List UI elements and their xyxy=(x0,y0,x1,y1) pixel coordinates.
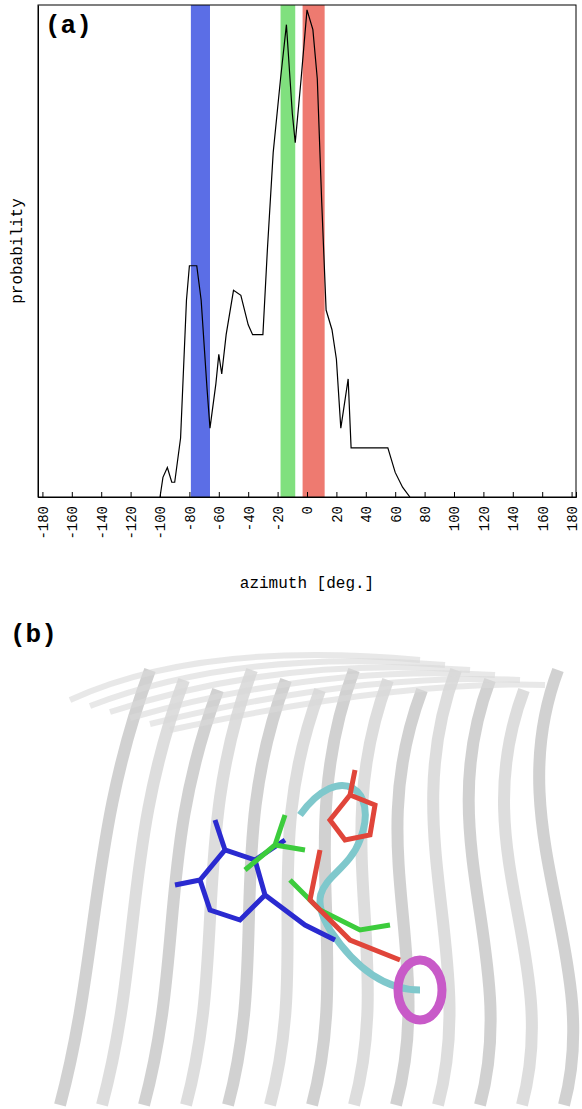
loop xyxy=(170,685,545,730)
x-tick: 120 xyxy=(477,492,493,531)
x-tick-mark xyxy=(572,492,573,497)
x-tick-label: -120 xyxy=(124,506,140,540)
x-tick: 20 xyxy=(330,492,346,523)
beta-strand xyxy=(396,690,422,1105)
band xyxy=(191,5,210,497)
x-tick-label: -100 xyxy=(153,506,169,540)
beta-strand xyxy=(433,670,456,1105)
x-tick: -40 xyxy=(242,492,258,531)
red-residue xyxy=(310,770,400,960)
x-tick-mark xyxy=(454,492,455,497)
x-tick-label: -20 xyxy=(271,506,287,531)
x-tick-mark xyxy=(307,492,308,497)
probability-line xyxy=(160,10,410,497)
x-tick-mark xyxy=(189,492,190,497)
beta-strand xyxy=(539,670,573,1105)
x-tick: -80 xyxy=(183,492,199,531)
x-axis: -180 -160 -140 -120 -100 -80 -60 -40 -20 0 20 40 60 8… xyxy=(36,492,581,540)
x-axis-line xyxy=(39,492,577,498)
x-tick: 80 xyxy=(418,492,434,523)
y-axis-line xyxy=(38,6,39,498)
x-tick: -160 xyxy=(65,492,81,540)
x-tick: 140 xyxy=(506,492,522,531)
x-tick: 180 xyxy=(565,492,581,531)
x-tick: 160 xyxy=(536,492,552,531)
structure-image xyxy=(0,612,582,1109)
x-tick: -120 xyxy=(124,492,140,540)
y-axis xyxy=(38,6,39,498)
x-tick-mark xyxy=(219,492,220,497)
x-tick: -140 xyxy=(95,492,111,540)
y-axis-title: probability xyxy=(9,198,27,304)
x-tick: -60 xyxy=(212,492,228,531)
x-tick-label: -180 xyxy=(36,506,52,540)
x-tick: -100 xyxy=(153,492,169,540)
x-tick-mark xyxy=(42,492,43,497)
x-tick: 60 xyxy=(389,492,405,523)
x-tick-label: -60 xyxy=(212,506,228,531)
x-tick-label: -40 xyxy=(242,506,258,531)
beta-strand xyxy=(469,680,491,1105)
x-tick-label: 40 xyxy=(359,506,375,523)
x-tick-label: 140 xyxy=(506,506,522,531)
x-tick-mark xyxy=(336,492,337,497)
x-tick: -180 xyxy=(36,492,52,540)
x-tick-label: -140 xyxy=(95,506,111,540)
x-tick-mark xyxy=(395,492,396,497)
helix xyxy=(398,960,442,1020)
x-tick-mark xyxy=(72,492,73,497)
beta-strand xyxy=(312,670,354,1105)
x-tick-mark xyxy=(278,492,279,497)
x-tick-label: 20 xyxy=(330,506,346,523)
x-tick-label: 0 xyxy=(300,506,316,514)
x-tick: -20 xyxy=(271,492,287,531)
beta-strand xyxy=(354,680,388,1105)
x-tick-mark xyxy=(366,492,367,497)
x-tick-label: 100 xyxy=(447,506,463,531)
x-tick-mark xyxy=(425,492,426,497)
figure: -180 -160 -140 -120 -100 -80 -60 -40 -20 0 20 40 60 8… xyxy=(0,0,582,1109)
blue-residue xyxy=(175,820,335,940)
x-tick-mark xyxy=(160,492,161,497)
plot-area xyxy=(160,5,410,497)
beta-strand xyxy=(504,690,532,1105)
x-tick-label: 160 xyxy=(536,506,552,531)
plot-frame xyxy=(38,5,576,497)
panel-label: (b) xyxy=(10,620,57,650)
x-tick-mark xyxy=(101,492,102,497)
x-tick-label: 80 xyxy=(418,506,434,523)
x-tick: 40 xyxy=(359,492,375,523)
x-tick-mark xyxy=(542,492,543,497)
x-tick-mark xyxy=(483,492,484,497)
x-tick-label: 60 xyxy=(389,506,405,523)
x-tick-mark xyxy=(131,492,132,497)
band xyxy=(303,5,325,497)
x-axis-title: azimuth [deg.] xyxy=(240,575,374,593)
panel-label: (a) xyxy=(45,11,92,41)
x-tick-label: 180 xyxy=(565,506,581,531)
x-tick-label: -160 xyxy=(65,506,81,540)
x-tick: 100 xyxy=(447,492,463,531)
x-tick-label: 120 xyxy=(477,506,493,531)
band xyxy=(281,5,296,497)
x-tick-mark xyxy=(513,492,514,497)
x-tick-mark xyxy=(248,492,249,497)
x-tick: 0 xyxy=(300,492,316,514)
cyan-loop xyxy=(300,786,420,990)
x-tick-label: -80 xyxy=(183,506,199,531)
image-ground xyxy=(0,612,582,1109)
